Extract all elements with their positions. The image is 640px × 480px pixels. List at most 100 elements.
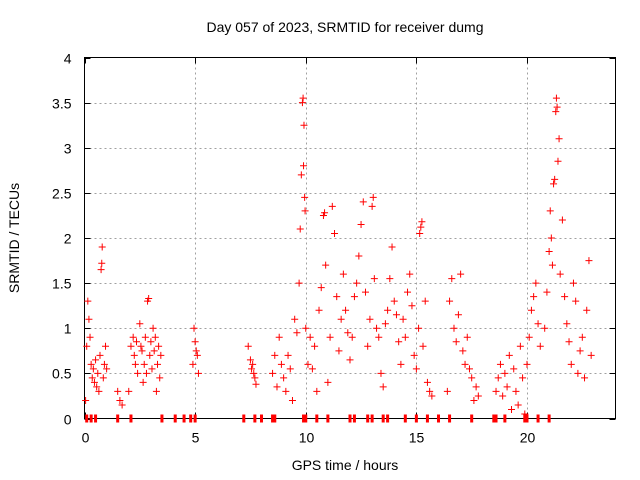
data-point bbox=[150, 347, 158, 355]
data-point bbox=[428, 392, 436, 400]
data-point bbox=[423, 378, 431, 386]
y-tick-label: 0.5 bbox=[52, 366, 72, 382]
data-point bbox=[148, 365, 156, 373]
grid-lines bbox=[84, 57, 616, 419]
data-point bbox=[137, 342, 145, 350]
data-point bbox=[545, 248, 553, 256]
data-point bbox=[271, 351, 279, 359]
data-point bbox=[192, 347, 200, 355]
data-point bbox=[508, 405, 516, 413]
data-point bbox=[297, 171, 305, 179]
data-point bbox=[426, 387, 434, 395]
data-point bbox=[288, 396, 296, 404]
data-point bbox=[275, 333, 283, 341]
data-point bbox=[284, 351, 292, 359]
data-point bbox=[532, 279, 540, 287]
data-point bbox=[448, 275, 456, 283]
data-point bbox=[339, 270, 347, 278]
data-point bbox=[286, 365, 294, 373]
data-point bbox=[386, 275, 394, 283]
data-point bbox=[331, 229, 339, 237]
data-point bbox=[157, 351, 165, 359]
data-point bbox=[353, 279, 361, 287]
data-point bbox=[377, 369, 385, 377]
data-point bbox=[154, 360, 162, 368]
data-point bbox=[519, 374, 527, 382]
data-point bbox=[87, 360, 95, 368]
data-point bbox=[552, 94, 560, 102]
y-tick-label: 3 bbox=[64, 141, 72, 157]
data-point bbox=[496, 360, 504, 368]
data-point bbox=[326, 333, 334, 341]
data-point bbox=[370, 275, 378, 283]
data-point bbox=[576, 347, 584, 355]
baseline-marker bbox=[366, 414, 370, 423]
data-point bbox=[503, 383, 511, 391]
data-point bbox=[189, 360, 197, 368]
data-point bbox=[450, 324, 458, 332]
baseline-marker bbox=[448, 414, 452, 423]
data-point bbox=[85, 315, 93, 323]
data-point bbox=[138, 347, 146, 355]
baseline-marker bbox=[189, 414, 193, 423]
data-point bbox=[561, 293, 569, 301]
data-point bbox=[454, 311, 462, 319]
data-point bbox=[250, 369, 258, 377]
data-point bbox=[103, 365, 111, 373]
data-point bbox=[417, 223, 425, 231]
data-point bbox=[357, 220, 365, 228]
data-point bbox=[395, 338, 403, 346]
data-point bbox=[415, 324, 423, 332]
data-point bbox=[361, 288, 369, 296]
chart-title: Day 057 of 2023, SRMTID for receiver dum… bbox=[206, 19, 483, 35]
data-point bbox=[317, 284, 325, 292]
data-point bbox=[337, 315, 345, 323]
data-point bbox=[95, 387, 103, 395]
data-point bbox=[344, 329, 352, 337]
data-point bbox=[291, 315, 299, 323]
data-point bbox=[443, 387, 451, 395]
data-point bbox=[523, 360, 531, 368]
data-point bbox=[552, 108, 560, 116]
data-point bbox=[193, 351, 201, 359]
data-point bbox=[299, 94, 307, 102]
data-point bbox=[553, 103, 561, 111]
data-point bbox=[139, 378, 147, 386]
data-point bbox=[421, 297, 429, 305]
data-point bbox=[563, 320, 571, 328]
data-point bbox=[151, 333, 159, 341]
data-point bbox=[293, 329, 301, 337]
data-point bbox=[412, 365, 420, 373]
x-tick-label: 10 bbox=[299, 430, 315, 446]
data-point bbox=[581, 374, 589, 382]
data-point bbox=[89, 365, 97, 373]
data-point bbox=[322, 261, 330, 269]
data-point bbox=[550, 180, 558, 188]
data-point bbox=[127, 342, 135, 350]
data-point bbox=[98, 259, 106, 267]
data-point bbox=[92, 356, 100, 364]
data-point bbox=[269, 369, 277, 377]
y-tick-label: 0 bbox=[64, 412, 72, 428]
data-point bbox=[295, 279, 303, 287]
data-point bbox=[277, 360, 285, 368]
data-point bbox=[130, 351, 138, 359]
data-point bbox=[244, 342, 252, 350]
data-point bbox=[116, 396, 124, 404]
data-point bbox=[530, 293, 538, 301]
data-point bbox=[346, 356, 354, 364]
data-point bbox=[100, 360, 108, 368]
data-point bbox=[463, 333, 471, 341]
data-point bbox=[401, 333, 409, 341]
data-point bbox=[408, 302, 416, 310]
data-point bbox=[514, 401, 522, 409]
data-point bbox=[83, 342, 91, 350]
data-point bbox=[468, 374, 476, 382]
data-point bbox=[146, 351, 154, 359]
y-tick-label: 3.5 bbox=[52, 96, 72, 112]
data-point bbox=[548, 261, 556, 269]
data-point bbox=[583, 306, 591, 314]
data-point bbox=[306, 333, 314, 341]
data-point bbox=[512, 387, 520, 395]
data-point bbox=[410, 351, 418, 359]
